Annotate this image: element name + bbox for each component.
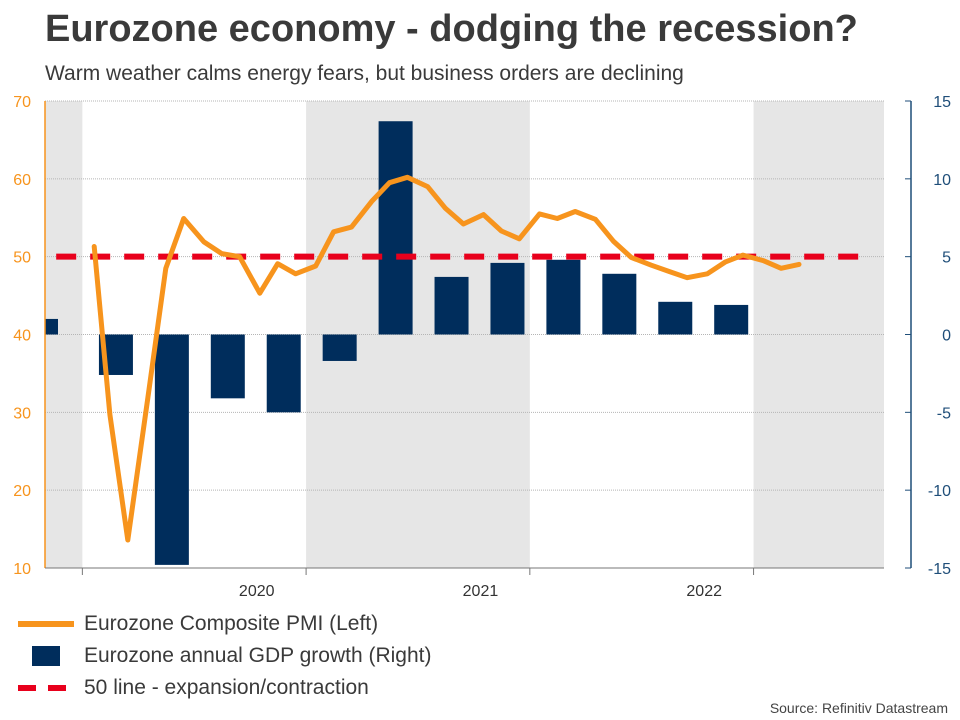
- left-axis-tick-label: 30: [13, 405, 31, 422]
- gdp-bar: [546, 259, 581, 335]
- chart-title: Eurozone economy - dodging the recession…: [45, 8, 858, 50]
- gdp-bar: [210, 334, 245, 399]
- left-axis-tick-label: 40: [13, 328, 31, 345]
- legend-label-gdp: Eurozone annual GDP growth (Right): [84, 644, 432, 667]
- legend-item-pmi: Eurozone Composite PMI (Left): [18, 608, 431, 640]
- chart-legend: Eurozone Composite PMI (Left) Eurozone a…: [18, 608, 431, 704]
- right-axis-tick-label: 5: [942, 250, 951, 267]
- source-note: Source: Refinitiv Datastream: [769, 700, 948, 716]
- gdp-bar: [658, 301, 693, 335]
- x-axis-tick-label: 2020: [239, 583, 275, 600]
- right-axis-tick-label: -5: [937, 405, 951, 422]
- chart-subtitle: Warm weather calms energy fears, but bus…: [45, 62, 684, 85]
- legend-item-fifty: 50 line - expansion/contraction: [18, 672, 431, 704]
- pmi-line: [91, 174, 802, 543]
- gdp-bar: [45, 318, 58, 335]
- left-axis-tick-label: 50: [13, 250, 31, 267]
- legend-line-swatch: [18, 614, 74, 634]
- legend-label-fifty: 50 line - expansion/contraction: [84, 676, 369, 699]
- right-axis-tick-label: 15: [933, 94, 951, 111]
- gdp-bar: [434, 276, 469, 335]
- gdp-bar: [602, 273, 637, 335]
- left-axis-tick-label: 20: [13, 483, 31, 500]
- left-axis-tick-label: 10: [13, 561, 31, 578]
- x-axis-tick-label: 2022: [686, 583, 722, 600]
- legend-item-gdp: Eurozone annual GDP growth (Right): [18, 640, 431, 672]
- right-axis-tick-label: 10: [933, 172, 951, 189]
- legend-label-pmi: Eurozone Composite PMI (Left): [84, 612, 379, 635]
- left-axis-tick-label: 60: [13, 172, 31, 189]
- gdp-bar: [490, 262, 525, 335]
- gdp-bar: [714, 304, 749, 335]
- x-axis-tick-label: 2021: [463, 583, 499, 600]
- right-axis-tick-label: -15: [928, 561, 951, 578]
- legend-dash-swatch: [18, 678, 74, 698]
- gdp-bar: [322, 334, 357, 361]
- gdp-bar: [378, 121, 413, 335]
- right-axis-tick-label: 0: [942, 328, 951, 345]
- gdp-bar: [154, 334, 189, 565]
- left-axis-tick-label: 70: [13, 94, 31, 111]
- gdp-bar: [266, 334, 301, 413]
- right-axis-tick-label: -10: [928, 483, 951, 500]
- legend-bar-swatch: [18, 646, 74, 666]
